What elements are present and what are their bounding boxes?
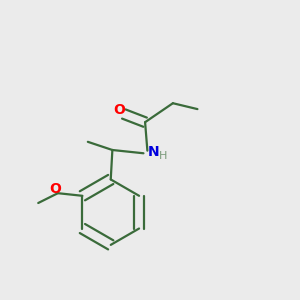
Text: O: O — [113, 103, 125, 117]
Text: O: O — [49, 182, 61, 196]
Text: N: N — [147, 145, 159, 159]
Text: H: H — [159, 151, 167, 161]
